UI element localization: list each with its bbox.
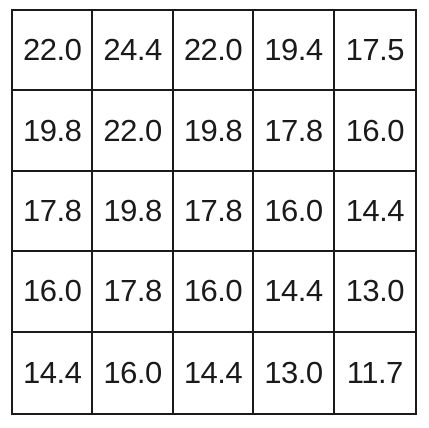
grid-cell-r3-c1: 17.8 — [93, 252, 174, 333]
grid-cell-r3-c3: 14.4 — [254, 252, 335, 333]
grid-cell-r0-c4: 17.5 — [334, 11, 415, 92]
grid-cell-r0-c0: 22.0 — [13, 11, 94, 92]
grid-cell-r1-c1: 22.0 — [93, 91, 174, 172]
value-grid: 22.0 24.4 22.0 19.4 17.5 19.8 22.0 19.8 … — [11, 9, 417, 415]
grid-cell-r1-c0: 19.8 — [13, 91, 94, 172]
grid-cell-r2-c4: 14.4 — [334, 172, 415, 253]
grid-cell-r0-c1: 24.4 — [93, 11, 174, 92]
grid-cell-r4-c4: 11.7 — [346, 354, 404, 390]
grid-cell-r1-c3: 17.8 — [254, 91, 335, 172]
grid-cell-r4-c1: 16.0 — [93, 332, 174, 413]
grid-cell-r4-c2: 14.4 — [174, 332, 255, 413]
grid-cell-r0-c2: 22.0 — [173, 11, 255, 92]
grid-cell-r2-c3: 16.0 — [254, 171, 335, 253]
grid-cell-r2-c0: 17.8 — [13, 171, 94, 253]
grid-cell-r1-c4: 16.0 — [334, 91, 415, 172]
grid-cell-r2-c1: 19.8 — [93, 171, 174, 253]
grid-cell-r3-c0: 16.0 — [13, 252, 94, 333]
grid-cell-r3-c4: 13.0 — [334, 252, 415, 333]
grid-cell-r3-c2: 16.0 — [173, 252, 255, 333]
grid-cell-r4-c0: 14.4 — [13, 332, 94, 413]
grid-cell-r2-c2: 17.8 — [173, 171, 255, 253]
grid-cell-r4-c3: 13.0 — [254, 332, 335, 413]
grid-cell-r1-c2: 19.8 — [173, 91, 255, 172]
grid-cell-r0-c3: 19.4 — [254, 11, 335, 92]
